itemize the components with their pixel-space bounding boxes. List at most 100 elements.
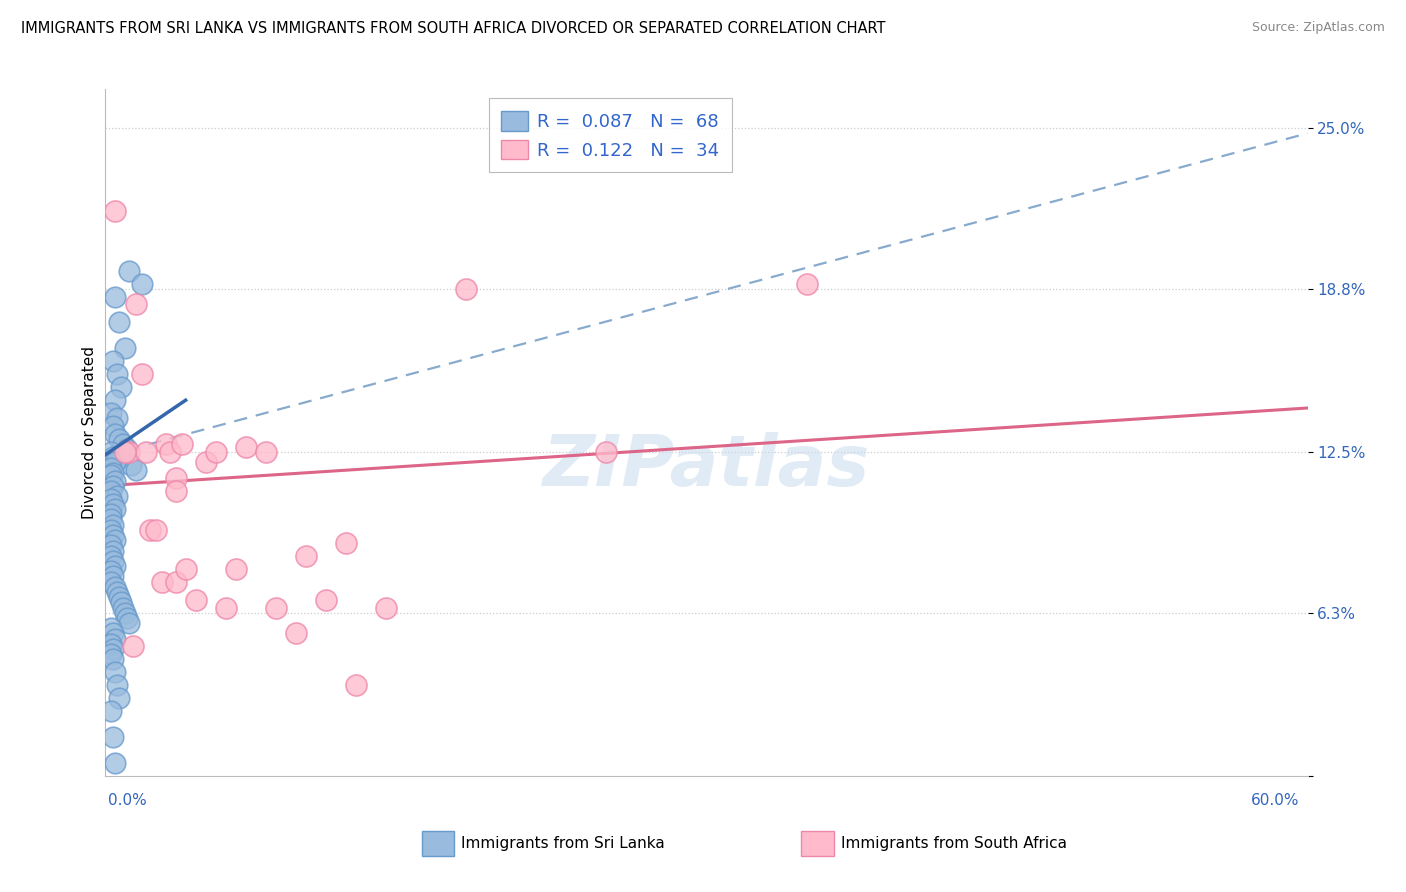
Point: [114, 342, 136, 356]
Point: [131, 368, 153, 382]
Point: [100, 549, 122, 563]
Point: [100, 647, 122, 661]
Point: [284, 626, 307, 640]
Point: [104, 665, 127, 680]
Point: [118, 616, 141, 631]
Point: [225, 562, 247, 576]
Point: [104, 632, 127, 646]
Point: [103, 497, 125, 511]
Point: [117, 442, 139, 457]
Point: [374, 600, 396, 615]
Point: [103, 450, 125, 465]
Point: [108, 691, 131, 706]
Point: [100, 460, 122, 475]
Y-axis label: Divorced or Separated: Divorced or Separated: [82, 346, 97, 519]
Point: [104, 756, 127, 770]
Point: [103, 554, 125, 568]
Point: [104, 533, 127, 548]
Point: [103, 466, 125, 480]
Point: [104, 426, 127, 441]
Point: [150, 574, 173, 589]
Point: [100, 637, 122, 651]
Point: [174, 562, 197, 576]
Point: [112, 437, 135, 451]
Point: [107, 411, 129, 425]
Point: [107, 489, 129, 503]
Point: [104, 559, 127, 574]
Point: [124, 463, 146, 477]
Point: [135, 445, 157, 459]
Point: [165, 483, 187, 498]
Point: [104, 393, 127, 408]
Point: [100, 621, 122, 635]
Point: [100, 564, 122, 578]
Point: [131, 277, 153, 291]
Point: [114, 445, 136, 459]
Point: [254, 445, 277, 459]
Point: [117, 611, 139, 625]
Text: 60.0%: 60.0%: [1251, 793, 1299, 807]
Point: [184, 592, 207, 607]
Point: [110, 595, 132, 609]
Point: [204, 445, 226, 459]
Point: [118, 445, 141, 459]
Point: [107, 678, 129, 692]
Point: [456, 282, 478, 296]
Point: [159, 445, 181, 459]
Point: [103, 419, 125, 434]
Point: [108, 432, 131, 446]
Point: [104, 289, 127, 303]
Point: [104, 580, 127, 594]
Point: [595, 445, 617, 459]
Text: Source: ZipAtlas.com: Source: ZipAtlas.com: [1251, 21, 1385, 34]
Point: [112, 600, 135, 615]
Text: Immigrants from South Africa: Immigrants from South Africa: [841, 837, 1067, 851]
Point: [100, 512, 122, 526]
Text: ZIPatlas: ZIPatlas: [543, 433, 870, 501]
Point: [103, 730, 125, 744]
Point: [165, 574, 187, 589]
Point: [103, 543, 125, 558]
Point: [107, 585, 129, 599]
Point: [110, 380, 132, 394]
Point: [100, 445, 122, 459]
Point: [103, 642, 125, 657]
Point: [103, 517, 125, 532]
Point: [103, 528, 125, 542]
Point: [103, 479, 125, 493]
Point: [100, 406, 122, 420]
Point: [107, 368, 129, 382]
Point: [108, 591, 131, 605]
Point: [124, 297, 146, 311]
Point: [170, 437, 193, 451]
Point: [165, 471, 187, 485]
Point: [796, 277, 818, 291]
Point: [100, 468, 122, 483]
Point: [295, 549, 318, 563]
Point: [114, 606, 136, 620]
Point: [104, 474, 127, 488]
Point: [100, 491, 122, 506]
Point: [107, 453, 129, 467]
Point: [103, 569, 125, 583]
Point: [214, 600, 236, 615]
Point: [138, 523, 160, 537]
Text: IMMIGRANTS FROM SRI LANKA VS IMMIGRANTS FROM SOUTH AFRICA DIVORCED OR SEPARATED : IMMIGRANTS FROM SRI LANKA VS IMMIGRANTS …: [21, 21, 886, 36]
Text: 0.0%: 0.0%: [108, 793, 148, 807]
Point: [108, 316, 131, 330]
Point: [121, 458, 143, 472]
Legend: R =  0.087   N =  68, R =  0.122   N =  34: R = 0.087 N = 68, R = 0.122 N = 34: [489, 98, 733, 172]
Point: [110, 448, 132, 462]
Point: [104, 502, 127, 516]
Point: [118, 263, 141, 277]
Point: [315, 592, 337, 607]
Point: [155, 437, 177, 451]
Point: [100, 538, 122, 552]
Point: [100, 508, 122, 522]
Point: [103, 626, 125, 640]
Point: [335, 535, 357, 549]
Point: [122, 640, 145, 654]
Point: [104, 204, 127, 219]
Point: [100, 704, 122, 718]
Point: [264, 600, 287, 615]
